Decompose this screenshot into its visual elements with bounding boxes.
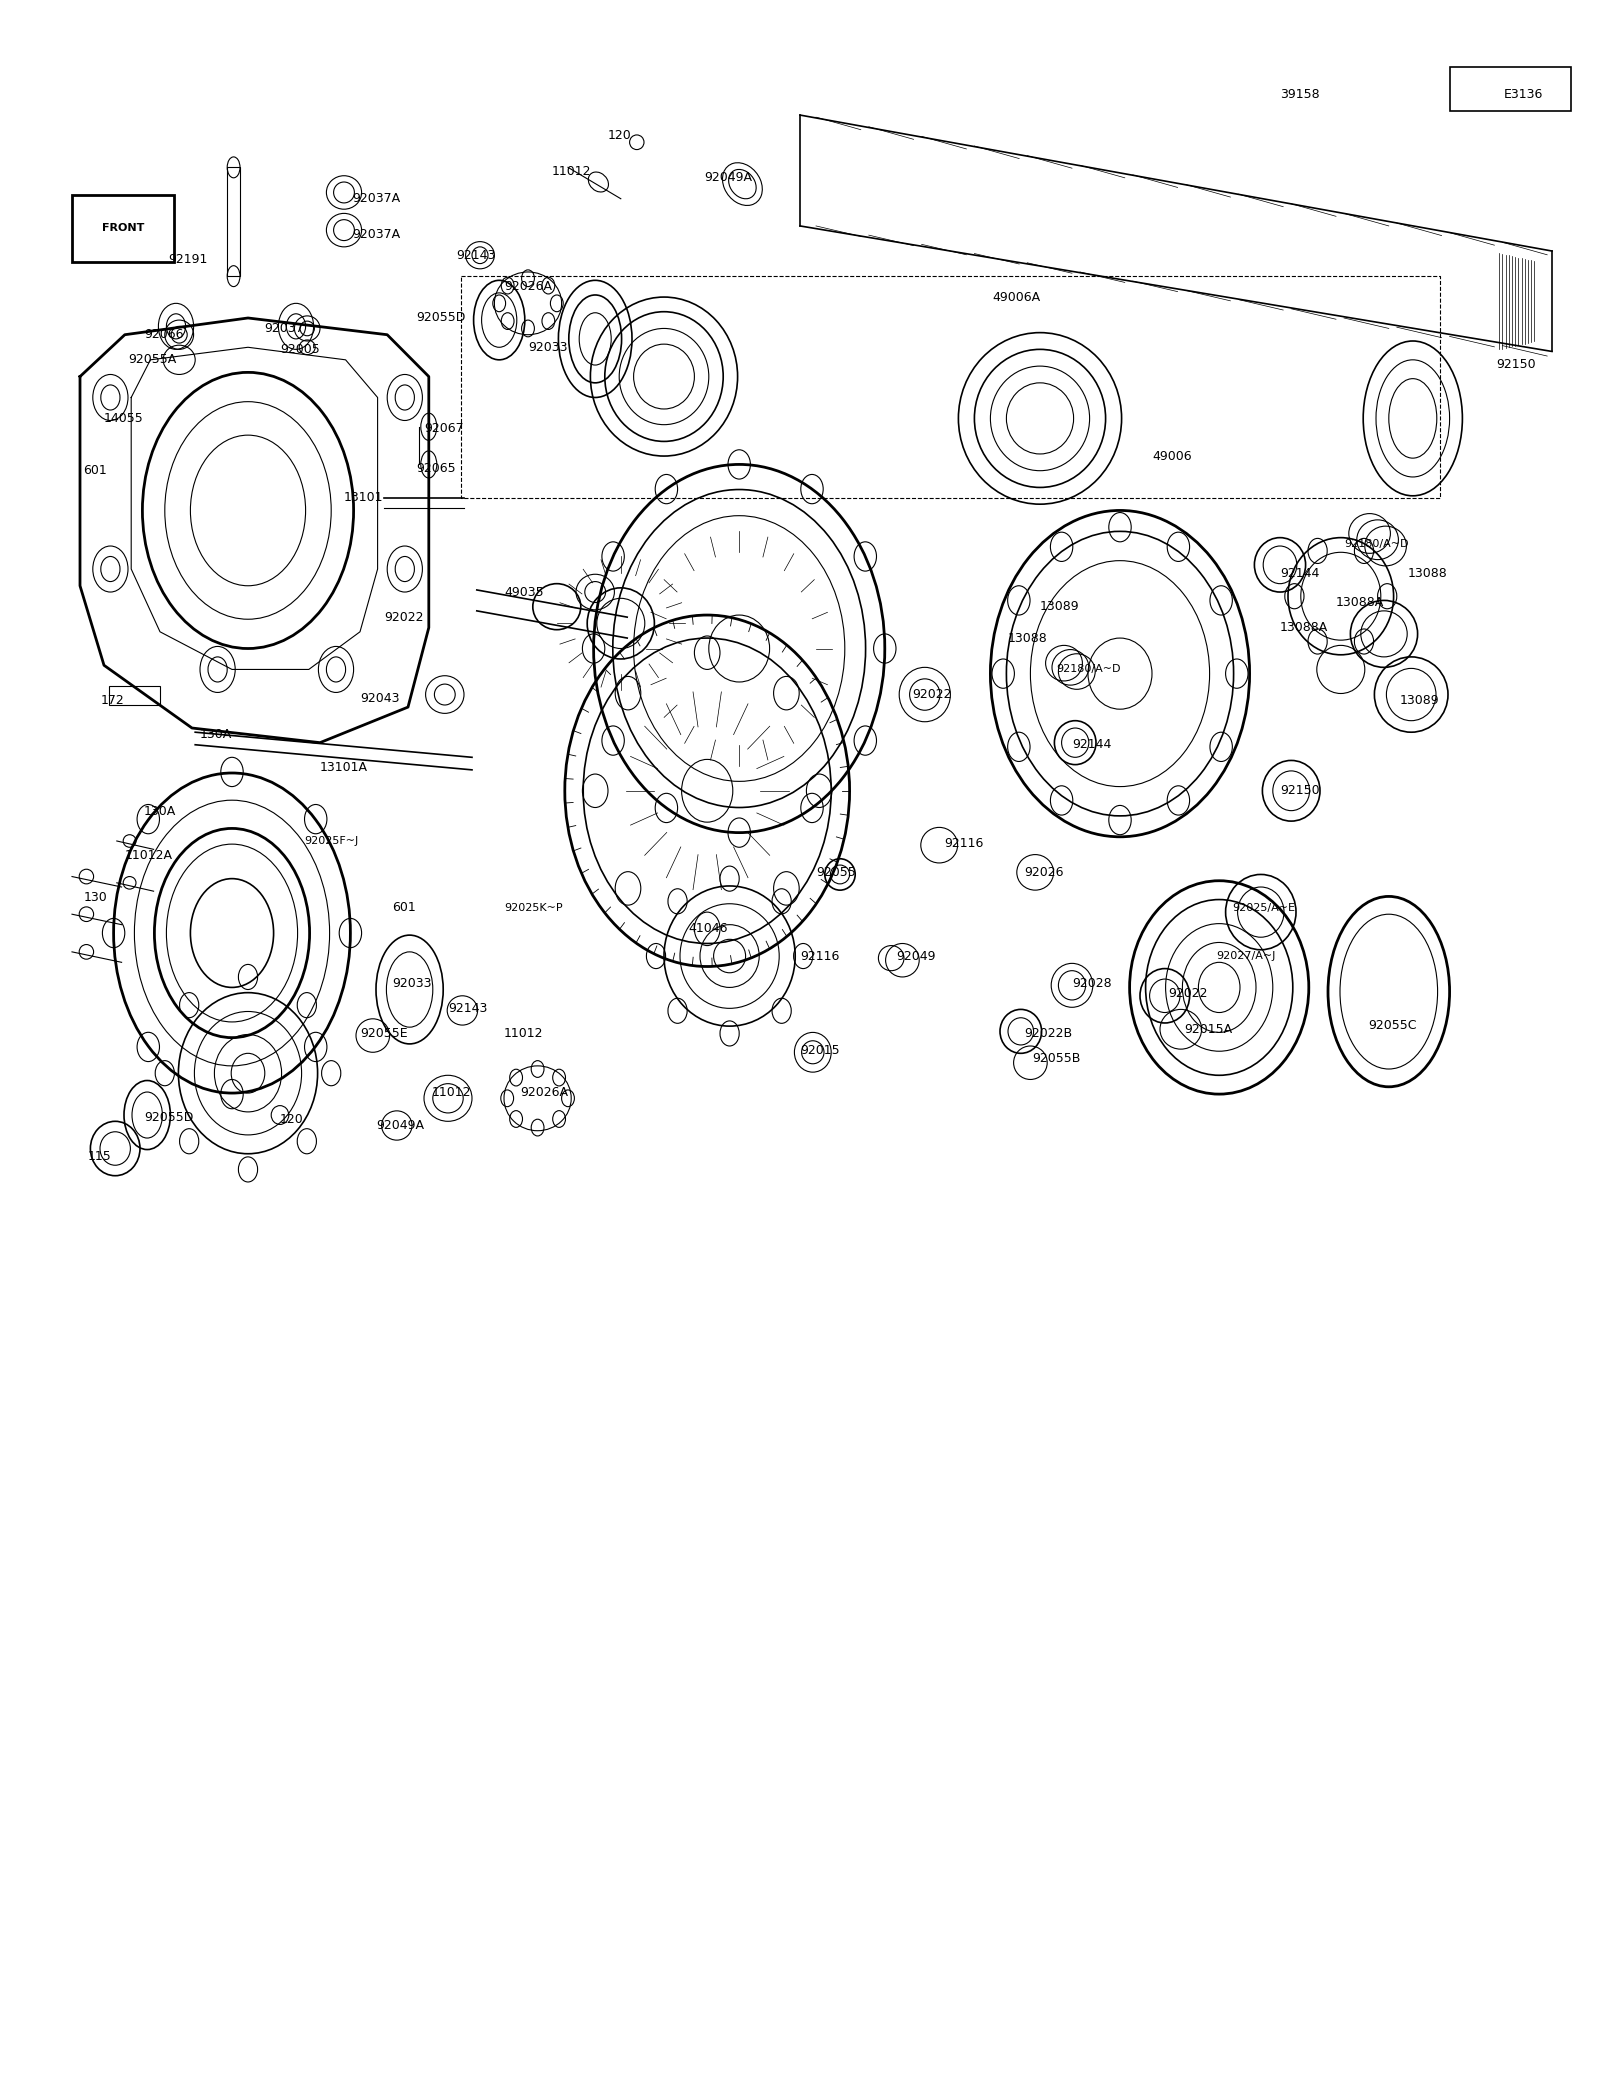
Text: 92144: 92144 [1280,567,1320,579]
Bar [109,686,160,705]
Text: 92143: 92143 [448,1002,488,1015]
Text: 92049A: 92049A [376,1119,424,1132]
Text: 92025/A~E: 92025/A~E [1232,904,1294,912]
Text: 92065: 92065 [416,462,456,475]
Text: 92066: 92066 [144,328,184,341]
Text: 92037: 92037 [264,322,304,335]
Text: 92180/A~D: 92180/A~D [1344,540,1408,548]
Text: 92033: 92033 [528,341,568,354]
Text: 49006A: 49006A [992,291,1040,303]
Text: 49006: 49006 [1152,450,1192,462]
Text: 92005: 92005 [280,343,320,356]
Text: 92025F~J: 92025F~J [304,837,358,845]
Text: 13101A: 13101A [320,761,368,774]
Text: 13089: 13089 [1040,600,1080,613]
Text: 92037A: 92037A [352,192,400,205]
Text: 92055B: 92055B [1032,1052,1080,1065]
Bar [227,167,240,276]
Text: 92033: 92033 [392,977,432,990]
Text: 13089: 13089 [1400,695,1440,707]
Text: 92022B: 92022B [1024,1027,1072,1040]
Text: 92055: 92055 [816,866,856,879]
Text: 92027/A~J: 92027/A~J [1216,952,1275,960]
Text: 92043: 92043 [360,692,400,705]
Text: 92055D: 92055D [144,1111,194,1123]
Text: 92049A: 92049A [704,172,752,184]
Text: 92026A: 92026A [520,1086,568,1098]
Text: 92055D: 92055D [416,312,466,324]
Text: 601: 601 [83,464,107,477]
Text: 130A: 130A [200,728,232,741]
Text: 115: 115 [88,1151,112,1163]
Text: 92116: 92116 [800,950,840,962]
Text: 92150: 92150 [1496,358,1536,370]
Text: 13088: 13088 [1408,567,1448,579]
Text: 41046: 41046 [688,923,728,935]
Text: 13088A: 13088A [1280,621,1328,634]
Bar [1450,67,1571,111]
Text: 11012: 11012 [552,165,592,178]
Text: 92055C: 92055C [1368,1019,1416,1031]
Text: 14055: 14055 [104,412,144,425]
Text: 49035: 49035 [504,586,544,598]
Text: 130A: 130A [144,805,176,818]
Text: 92037A: 92037A [352,228,400,241]
Text: FRONT: FRONT [102,224,144,232]
Text: 120: 120 [280,1113,304,1125]
Text: E3136: E3136 [1504,88,1544,100]
Text: 92026A: 92026A [504,280,552,293]
Text: 92150: 92150 [1280,784,1320,797]
Text: 92022: 92022 [912,688,952,701]
Text: 172: 172 [101,695,125,707]
Text: 92116: 92116 [944,837,984,849]
Text: 11012: 11012 [504,1027,544,1040]
Text: 92055E: 92055E [360,1027,408,1040]
Text: 13088A: 13088A [1336,596,1384,609]
Text: 11012: 11012 [432,1086,472,1098]
FancyBboxPatch shape [72,195,174,262]
Text: 601: 601 [392,902,416,914]
Text: 92180/A~D: 92180/A~D [1056,665,1120,674]
Text: 92026: 92026 [1024,866,1064,879]
Text: 39158: 39158 [1280,88,1320,100]
Text: 92067: 92067 [424,423,464,435]
Text: 92144: 92144 [1072,738,1112,751]
Text: 92025K~P: 92025K~P [504,904,563,912]
Text: 13101: 13101 [344,492,384,504]
Text: 92022: 92022 [384,611,424,623]
Text: 92055A: 92055A [128,354,176,366]
Text: 92049: 92049 [896,950,936,962]
Text: 92015A: 92015A [1184,1023,1232,1036]
Text: 130: 130 [83,891,107,904]
Text: 11012A: 11012A [125,849,173,862]
Text: 92191: 92191 [168,253,208,266]
Text: 120: 120 [608,130,632,142]
Text: 92143: 92143 [456,249,496,262]
Text: 13088: 13088 [1008,632,1048,644]
Text: 92015: 92015 [800,1044,840,1056]
Text: 92022: 92022 [1168,987,1208,1000]
Text: 92028: 92028 [1072,977,1112,990]
